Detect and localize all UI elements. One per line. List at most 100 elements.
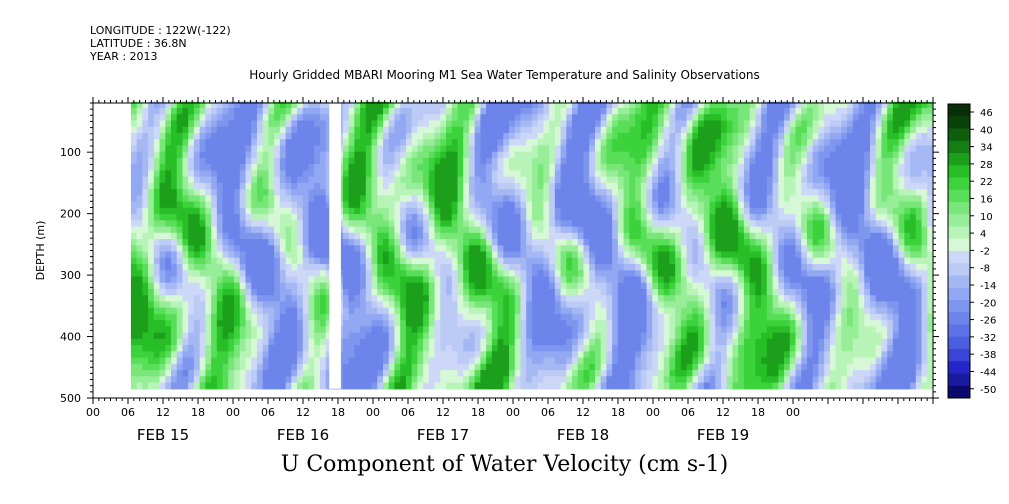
heatmap-cell — [560, 239, 567, 246]
heatmap-cell — [526, 332, 533, 340]
heatmap-cell — [176, 145, 184, 153]
heatmap-cell — [205, 226, 212, 234]
heatmap-cell — [646, 164, 653, 171]
heatmap-cell — [457, 151, 464, 159]
heatmap-cell — [405, 332, 413, 340]
heatmap-cell — [560, 207, 567, 215]
heatmap-cell — [182, 351, 189, 359]
heatmap-cell — [268, 120, 275, 128]
heatmap-cell — [325, 139, 333, 147]
heatmap-cell — [417, 114, 424, 122]
heatmap-cell — [629, 276, 636, 284]
heatmap-cell — [377, 376, 384, 384]
heatmap-cell — [594, 145, 602, 153]
heatmap-cell — [732, 370, 739, 377]
heatmap-cell — [440, 370, 447, 377]
heatmap-cell — [491, 276, 499, 284]
heatmap-cell — [297, 164, 304, 171]
heatmap-cell — [165, 257, 172, 265]
heatmap-cell — [463, 239, 470, 246]
heatmap-cell — [726, 270, 734, 278]
heatmap-cell — [302, 176, 310, 184]
heatmap-cell — [371, 132, 378, 140]
heatmap-cell — [531, 307, 539, 315]
heatmap-cell — [572, 126, 579, 134]
heatmap-cell — [245, 232, 252, 240]
heatmap-cell — [680, 338, 688, 346]
heatmap-cell — [302, 257, 310, 265]
heatmap-cell — [136, 295, 143, 303]
heatmap-cell — [440, 307, 447, 315]
heatmap-cell — [646, 338, 653, 346]
heatmap-cell — [675, 357, 682, 365]
heatmap-cell — [245, 145, 252, 153]
heatmap-cell — [703, 301, 711, 309]
heatmap-cell — [148, 282, 155, 290]
heatmap-cell — [526, 345, 533, 352]
heatmap-cell — [130, 176, 138, 184]
heatmap-cell — [182, 214, 189, 221]
heatmap-cell — [549, 351, 556, 359]
heatmap-cell — [171, 120, 178, 128]
heatmap-cell — [703, 251, 711, 259]
heatmap-cell — [675, 351, 682, 359]
heatmap-cell — [451, 126, 459, 134]
heatmap-cell — [434, 313, 441, 321]
heatmap-cell — [405, 145, 413, 153]
heatmap-cell — [743, 326, 751, 334]
heatmap-cell — [646, 251, 653, 259]
heatmap-cell — [256, 226, 264, 234]
heatmap-cell — [411, 189, 418, 196]
heatmap-cell — [658, 345, 665, 352]
heatmap-cell — [153, 239, 161, 246]
heatmap-cell — [165, 332, 172, 340]
heatmap-cell — [474, 226, 481, 234]
heatmap-cell — [216, 257, 224, 265]
heatmap-cell — [623, 176, 630, 184]
heatmap-cell — [491, 282, 499, 290]
heatmap-cell — [165, 201, 172, 209]
heatmap-cell — [732, 195, 739, 203]
heatmap-cell — [594, 270, 602, 278]
heatmap-cell — [411, 239, 418, 246]
heatmap-cell — [348, 182, 355, 190]
heatmap-cell — [383, 182, 390, 190]
heatmap-cell — [342, 239, 350, 246]
heatmap-cell — [577, 239, 585, 246]
heatmap-cell — [503, 363, 510, 371]
heatmap-cell — [514, 363, 522, 371]
heatmap-cell — [239, 145, 247, 153]
heatmap-cell — [526, 176, 533, 184]
heatmap-cell — [291, 182, 298, 190]
heatmap-cell — [457, 295, 464, 303]
heatmap-cell — [159, 157, 166, 165]
heatmap-cell — [652, 101, 659, 109]
heatmap-cell — [130, 170, 138, 178]
heatmap-cell — [193, 370, 201, 377]
heatmap-cell — [497, 220, 504, 228]
heatmap-cell — [698, 320, 705, 327]
heatmap-cell — [216, 207, 224, 215]
heatmap-cell — [176, 245, 184, 253]
heatmap-cell — [142, 370, 149, 377]
heatmap-cell — [663, 270, 671, 278]
heatmap-cell — [383, 195, 390, 203]
heatmap-cell — [199, 245, 206, 253]
heatmap-cell — [738, 332, 745, 340]
heatmap-cell — [675, 101, 682, 109]
heatmap-cell — [182, 108, 189, 115]
heatmap-cell — [514, 164, 522, 171]
heatmap-cell — [623, 232, 630, 240]
heatmap-cell — [234, 288, 241, 296]
heatmap-cell — [428, 326, 436, 334]
heatmap-cell — [405, 214, 413, 221]
heatmap-cell — [251, 363, 258, 371]
heatmap-cell — [423, 195, 430, 203]
heatmap-cell — [612, 320, 619, 327]
heatmap-cell — [165, 376, 172, 384]
heatmap-cell — [302, 207, 310, 215]
heatmap-cell — [715, 132, 722, 140]
heatmap-cell — [342, 357, 350, 365]
heatmap-cell — [216, 126, 224, 134]
heatmap-cell — [411, 245, 418, 253]
